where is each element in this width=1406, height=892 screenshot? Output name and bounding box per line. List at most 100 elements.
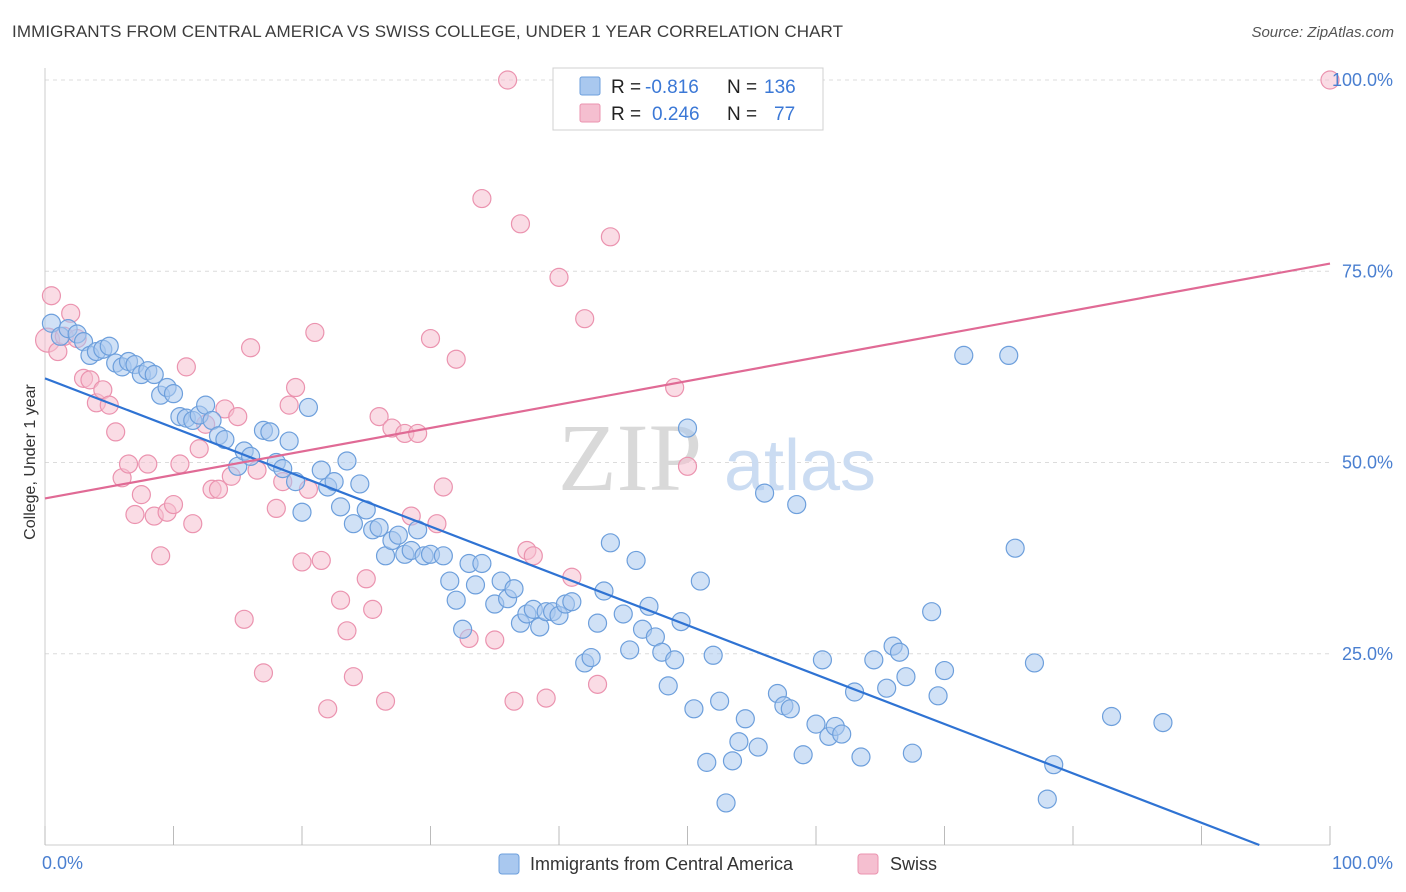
central-america-point-66	[504, 579, 524, 599]
swiss-point-39	[292, 552, 312, 572]
central-america-point-108	[806, 714, 826, 734]
legend-n-label-2: N =	[727, 104, 757, 125]
central-america-point-115	[864, 650, 884, 670]
swiss-point-66	[523, 546, 543, 566]
swiss-point-44	[330, 590, 351, 610]
central-america-point-34	[279, 431, 299, 451]
central-america-point-112	[832, 724, 852, 744]
swiss-point-35	[266, 498, 286, 518]
central-america-point-129	[1044, 755, 1064, 775]
y-tick-label-2: 50.0%	[1342, 453, 1393, 473]
central-america-point-127	[1024, 653, 1045, 673]
central-america-point-120	[902, 743, 922, 763]
y-tick-label-0: 100.0%	[1332, 70, 1393, 90]
swiss-point-24	[189, 439, 209, 459]
central-america-point-122	[928, 686, 948, 706]
central-america-point-123	[934, 660, 955, 681]
swiss-point-1	[41, 286, 62, 306]
swiss-point-74	[677, 456, 698, 476]
swiss-point-30	[228, 407, 248, 427]
central-america-point-36	[292, 502, 312, 522]
central-america-point-98	[722, 751, 743, 771]
bottom-legend-label-blue: Immigrants from Central America	[530, 854, 794, 874]
swiss-point-15	[131, 485, 151, 505]
swiss-point-22	[176, 357, 196, 377]
swiss-point-71	[587, 674, 608, 694]
swiss-point-7	[80, 370, 100, 390]
legend-r-label-1: R =	[611, 77, 641, 98]
central-america-point-96	[710, 691, 730, 711]
central-america-point-125	[999, 345, 1019, 365]
y-tick-label-1: 75.0%	[1342, 261, 1393, 281]
central-america-point-77	[581, 647, 601, 668]
swiss-point-61	[485, 630, 505, 650]
swiss-point-13	[118, 454, 139, 474]
source-credit: Source: ZipAtlas.com	[1251, 24, 1394, 41]
watermark-atlas: atlas	[724, 426, 876, 506]
swiss-point-47	[356, 569, 376, 589]
swiss-point-57	[433, 477, 453, 497]
swiss-point-49	[369, 407, 389, 427]
legend-n-value-2: 77	[774, 104, 795, 125]
central-america-point-47	[369, 517, 389, 538]
central-america-point-31	[260, 422, 280, 442]
central-america-point-102	[754, 483, 775, 503]
central-america-point-75	[562, 592, 582, 612]
swiss-point-70	[575, 309, 595, 329]
swiss-point-68	[549, 267, 569, 287]
swiss-point-32	[241, 338, 261, 358]
central-america-point-62	[472, 553, 492, 574]
tick-labels: 100.0% 75.0% 50.0% 25.0% 0.0% 100.0%	[42, 70, 1393, 873]
correlation-legend: R = -0.816 N = 136 R = 0.246 N = 77	[552, 67, 824, 131]
legend-r-value-2: 0.246	[652, 104, 700, 125]
central-america-point-131	[1153, 712, 1173, 733]
central-america-point-37	[298, 397, 319, 418]
swiss-point-64	[510, 214, 531, 234]
swiss-point-48	[363, 599, 383, 619]
central-america-point-91	[677, 418, 698, 438]
swiss-point-67	[536, 688, 556, 708]
bottom-legend-swatch-pink	[857, 853, 879, 875]
swiss-point-50	[375, 691, 396, 711]
central-america-point-81	[613, 604, 633, 624]
swiss-points	[34, 70, 1340, 719]
chart-title: IMMIGRANTS FROM CENTRAL AMERICA VS SWISS…	[12, 22, 844, 41]
central-america-point-83	[626, 550, 646, 571]
central-america-point-95	[703, 645, 723, 665]
central-america-point-130	[1101, 706, 1122, 727]
swiss-point-31	[234, 609, 254, 629]
swiss-point-60	[472, 188, 492, 209]
central-america-point-105	[780, 699, 800, 719]
central-america-point-41	[330, 497, 351, 517]
swiss-point-14	[125, 504, 145, 525]
central-america-point-93	[690, 571, 710, 591]
central-america-point-56	[433, 546, 453, 566]
central-america-point-97	[716, 793, 736, 813]
central-america-point-15	[144, 364, 164, 385]
x-tick-label-min: 0.0%	[42, 853, 83, 873]
central-america-point-18	[163, 384, 184, 404]
grid-lines	[45, 79, 1330, 655]
central-america-point-124	[954, 345, 974, 365]
swiss-point-42	[311, 550, 331, 571]
central-america-point-114	[851, 747, 871, 767]
swiss-point-45	[337, 621, 357, 641]
swiss-point-38	[285, 377, 306, 398]
swiss-trend-line	[44, 262, 1331, 500]
swiss-point-72	[600, 227, 621, 247]
swiss-point-63	[504, 691, 524, 711]
central-america-point-42	[337, 451, 357, 471]
central-america-point-119	[896, 667, 916, 687]
swiss-point-18	[151, 546, 171, 566]
swiss-point-46	[343, 667, 363, 687]
central-america-point-80	[600, 533, 621, 553]
swiss-point-75	[1320, 70, 1340, 90]
central-america-point-94	[697, 752, 717, 772]
bottom-legend-swatch-blue	[498, 853, 520, 875]
central-america-point-50	[388, 525, 408, 545]
central-america-point-57	[440, 571, 460, 591]
swiss-point-21	[170, 454, 190, 474]
central-america-point-126	[1005, 538, 1025, 558]
axes	[44, 68, 1331, 846]
